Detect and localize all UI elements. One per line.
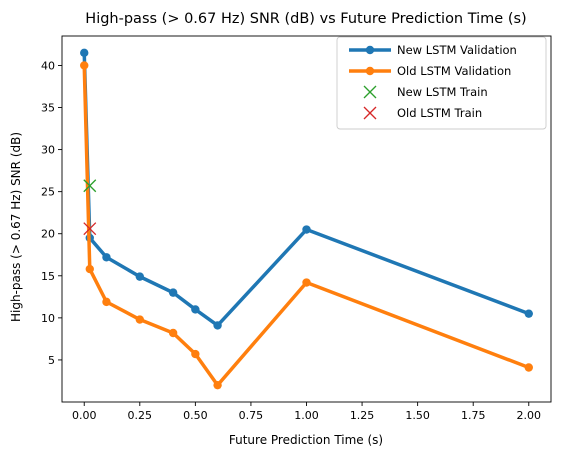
x-tick-label: 0.00 [72,409,97,422]
x-tick-label: 1.00 [294,409,319,422]
legend-label: Old LSTM Train [397,106,482,120]
y-tick-label: 30 [41,144,55,157]
axes: 0.00 0.25 0.50 0.75 1.00 1.25 1.50 1.75 2.00 5 10 1… [41,35,552,422]
legend-swatch-marker [365,66,375,76]
data-point-0-3 [135,272,144,281]
data-point-0-6 [213,321,222,330]
x-tick-label: 2.00 [517,409,542,422]
y-tick-label: 40 [41,59,55,72]
data-point-0-2 [102,253,111,262]
train-marker-3-0 [83,222,97,236]
data-point-1-1 [85,264,94,274]
y-tick-label: 10 [41,312,55,325]
data-point-0-0 [80,48,89,58]
legend-label: New LSTM Validation [397,43,517,57]
plot-area [80,48,533,390]
chart-title: High-pass (> 0.67 Hz) SNR (dB) vs Future… [85,11,526,27]
y-tick-label: 5 [48,354,55,367]
x-tick-label: 1.50 [405,409,430,422]
legend: New LSTM Validation Old LSTM Validation Ne… [336,36,547,130]
data-point-1-4 [168,328,178,338]
data-point-0-4 [168,288,178,297]
data-point-1-2 [102,297,111,307]
legend-item: Old LSTM Train [363,106,482,120]
data-point-1-8 [524,363,533,372]
legend-box [336,36,547,130]
y-tick-label: 20 [41,228,55,241]
train-marker-2-0 [83,179,97,193]
legend-label: New LSTM Train [397,85,488,99]
data-point-0-8 [524,309,533,318]
legend-swatch-marker [363,85,377,99]
legend-label: Old LSTM Validation [397,64,511,78]
y-tick-label: 35 [41,102,55,115]
data-point-0-5 [191,305,200,314]
data-point-0-7 [302,225,311,234]
legend-item: New LSTM Validation [349,43,517,57]
x-tick-label: 0.25 [128,409,153,422]
data-point-1-5 [191,349,200,359]
y-axis-label: High-pass (> 0.67 Hz) SNR (dB) [9,132,23,322]
x-tick-label: 1.25 [350,409,375,422]
legend-swatch-marker [363,106,377,120]
x-tick-label: 1.75 [461,409,486,422]
train-marker-stroke [83,222,97,236]
data-point-1-6 [213,380,222,390]
train-marker-stroke [83,179,97,193]
legend-swatch-marker [365,45,375,55]
y-tick-label: 15 [41,270,55,283]
y-tick-label: 25 [41,186,55,199]
legend-item: Old LSTM Validation [349,64,511,78]
x-tick-label: 0.75 [239,409,264,422]
x-axis-label: Future Prediction Time (s) [229,433,383,447]
x-tick-label: 0.50 [183,409,208,422]
data-point-1-7 [302,278,311,287]
data-point-1-3 [135,315,144,324]
data-point-1-0 [80,61,89,70]
legend-item: New LSTM Train [363,85,488,99]
